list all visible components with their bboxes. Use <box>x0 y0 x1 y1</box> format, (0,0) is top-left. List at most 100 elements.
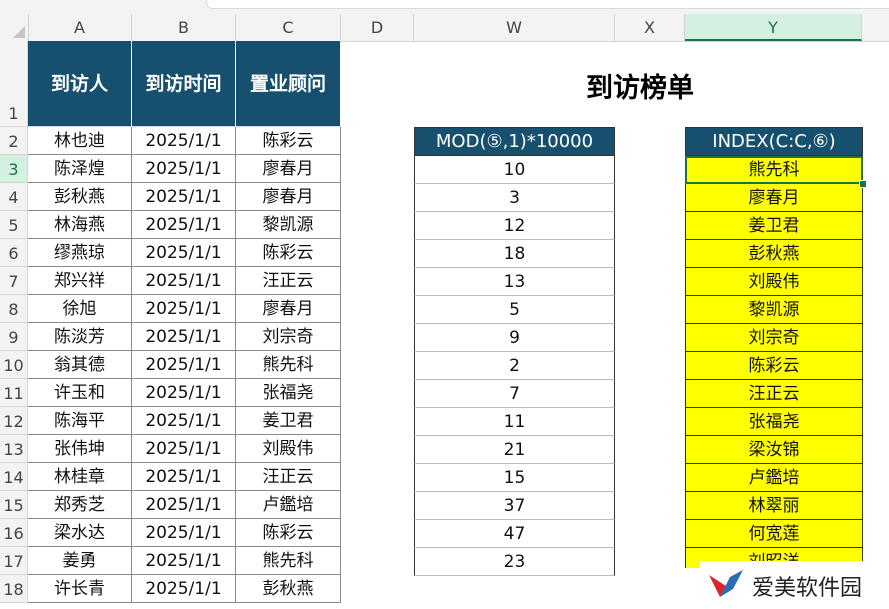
row-header-16[interactable]: 16 <box>0 519 28 547</box>
table-cell[interactable]: 许长青 <box>28 575 132 603</box>
w-value-cell[interactable]: 47 <box>414 520 615 548</box>
table-cell[interactable]: 熊先科 <box>236 351 341 379</box>
row-header-2[interactable]: 2 <box>0 127 28 155</box>
table-cell[interactable]: 梁水达 <box>28 519 132 547</box>
table-cell[interactable]: 2025/1/1 <box>132 463 236 491</box>
row-header-17[interactable]: 17 <box>0 547 28 575</box>
row-header-15[interactable]: 15 <box>0 491 28 519</box>
table-cell[interactable]: 2025/1/1 <box>132 407 236 435</box>
w-value-cell[interactable]: 12 <box>414 212 615 240</box>
row-header-6[interactable]: 6 <box>0 239 28 267</box>
table-cell[interactable]: 林桂章 <box>28 463 132 491</box>
table-cell[interactable]: 刘宗奇 <box>236 323 341 351</box>
row-header-3[interactable]: 3 <box>0 155 28 183</box>
w-value-cell[interactable]: 10 <box>414 156 615 184</box>
table-cell[interactable]: 2025/1/1 <box>132 295 236 323</box>
table-cell[interactable]: 陈泽煌 <box>28 155 132 183</box>
table-cell[interactable]: 陈彩云 <box>236 519 341 547</box>
fill-handle[interactable] <box>859 180 867 188</box>
row-header-7[interactable]: 7 <box>0 267 28 295</box>
table-cell[interactable]: 2025/1/1 <box>132 323 236 351</box>
table-cell[interactable]: 陈淡芳 <box>28 323 132 351</box>
w-value-cell[interactable]: 15 <box>414 464 615 492</box>
column-header-a[interactable]: A <box>28 14 132 41</box>
table-cell[interactable]: 林海燕 <box>28 211 132 239</box>
row-header-12[interactable]: 12 <box>0 407 28 435</box>
row-header-8[interactable]: 8 <box>0 295 28 323</box>
w-value-cell[interactable]: 21 <box>414 436 615 464</box>
column-header-d[interactable]: D <box>341 14 414 41</box>
w-value-cell[interactable]: 11 <box>414 408 615 436</box>
table-header-cell[interactable]: 到访时间 <box>132 41 236 127</box>
table-cell[interactable]: 2025/1/1 <box>132 379 236 407</box>
y-value-cell[interactable]: 廖春月 <box>685 184 863 212</box>
y-value-cell[interactable]: 张福尧 <box>685 408 863 436</box>
table-cell[interactable]: 许玉和 <box>28 379 132 407</box>
table-header-cell[interactable]: 置业顾问 <box>236 41 341 127</box>
row-header-5[interactable]: 5 <box>0 211 28 239</box>
select-all-corner[interactable] <box>0 14 29 41</box>
row-header-9[interactable]: 9 <box>0 323 28 351</box>
table-cell[interactable]: 2025/1/1 <box>132 351 236 379</box>
table-cell[interactable]: 林也迪 <box>28 127 132 155</box>
y-value-cell[interactable]: 何宽莲 <box>685 520 863 548</box>
column-header-w[interactable]: W <box>414 14 615 41</box>
w-value-cell[interactable]: 3 <box>414 184 615 212</box>
table-cell[interactable]: 2025/1/1 <box>132 155 236 183</box>
w-value-cell[interactable]: 37 <box>414 492 615 520</box>
table-cell[interactable]: 黎凯源 <box>236 211 341 239</box>
table-cell[interactable]: 廖春月 <box>236 295 341 323</box>
y-value-cell[interactable]: 汪正云 <box>685 380 863 408</box>
table-cell[interactable]: 廖春月 <box>236 183 341 211</box>
table-cell[interactable]: 张伟坤 <box>28 435 132 463</box>
w-value-cell[interactable]: 7 <box>414 380 615 408</box>
w-column-header[interactable]: MOD(⑤,1)*10000 <box>414 127 615 156</box>
table-cell[interactable]: 彭秋燕 <box>28 183 132 211</box>
w-value-cell[interactable]: 23 <box>414 548 615 576</box>
table-cell[interactable]: 翁其德 <box>28 351 132 379</box>
table-cell[interactable]: 彭秋燕 <box>236 575 341 603</box>
y-value-cell-active[interactable]: 熊先科 <box>685 156 863 184</box>
y-value-cell[interactable]: 刘殿伟 <box>685 268 863 296</box>
table-cell[interactable]: 2025/1/1 <box>132 575 236 603</box>
column-header-b[interactable]: B <box>132 14 236 41</box>
table-cell[interactable]: 2025/1/1 <box>132 183 236 211</box>
table-cell[interactable]: 2025/1/1 <box>132 239 236 267</box>
w-value-cell[interactable]: 13 <box>414 268 615 296</box>
table-cell[interactable]: 徐旭 <box>28 295 132 323</box>
table-cell[interactable]: 张福尧 <box>236 379 341 407</box>
row-header-13[interactable]: 13 <box>0 435 28 463</box>
y-column-header[interactable]: INDEX(C:C,⑥) <box>685 127 863 156</box>
row-header-14[interactable]: 14 <box>0 463 28 491</box>
table-cell[interactable]: 姜勇 <box>28 547 132 575</box>
table-cell[interactable]: 2025/1/1 <box>132 435 236 463</box>
column-header-c[interactable]: C <box>236 14 341 41</box>
table-cell[interactable]: 陈海平 <box>28 407 132 435</box>
w-value-cell[interactable]: 2 <box>414 352 615 380</box>
table-cell[interactable]: 郑秀芝 <box>28 491 132 519</box>
y-value-cell[interactable]: 彭秋燕 <box>685 240 863 268</box>
table-cell[interactable]: 2025/1/1 <box>132 211 236 239</box>
column-header-y[interactable]: Y <box>685 14 862 41</box>
table-cell[interactable]: 廖春月 <box>236 155 341 183</box>
y-value-cell[interactable]: 陈彩云 <box>685 352 863 380</box>
row-header-4[interactable]: 4 <box>0 183 28 211</box>
y-value-cell[interactable]: 卢鑑培 <box>685 464 863 492</box>
w-value-cell[interactable]: 9 <box>414 324 615 352</box>
table-cell[interactable]: 2025/1/1 <box>132 127 236 155</box>
row-header-11[interactable]: 11 <box>0 379 28 407</box>
y-value-cell[interactable]: 黎凯源 <box>685 296 863 324</box>
table-cell[interactable]: 郑兴祥 <box>28 267 132 295</box>
y-value-cell[interactable]: 刘宗奇 <box>685 324 863 352</box>
row-header-1[interactable]: 1 <box>0 41 28 127</box>
formula-bar[interactable] <box>206 0 889 9</box>
table-cell[interactable]: 陈彩云 <box>236 127 341 155</box>
w-value-cell[interactable]: 5 <box>414 296 615 324</box>
column-header-x[interactable]: X <box>615 14 685 41</box>
row-header-10[interactable]: 10 <box>0 351 28 379</box>
table-cell[interactable]: 刘殿伟 <box>236 435 341 463</box>
table-cell[interactable]: 汪正云 <box>236 267 341 295</box>
table-cell[interactable]: 姜卫君 <box>236 407 341 435</box>
y-value-cell[interactable]: 林翠丽 <box>685 492 863 520</box>
table-cell[interactable]: 2025/1/1 <box>132 519 236 547</box>
